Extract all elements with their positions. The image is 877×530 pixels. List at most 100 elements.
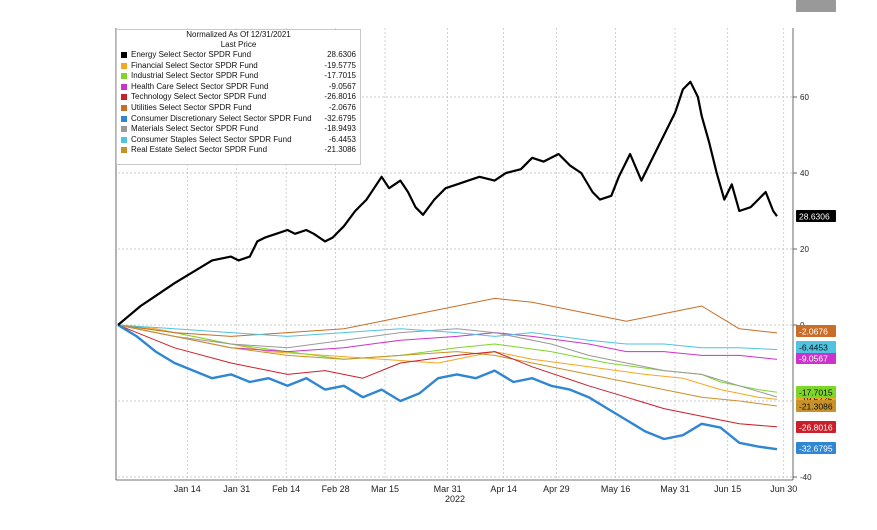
series-line <box>117 323 778 451</box>
last-value-tag: 28.6306 <box>796 210 836 222</box>
legend-value: -2.0676 <box>328 102 356 112</box>
legend-item: Utilities Select Sector SPDR Fund -2.0676 <box>117 103 360 114</box>
y-tick-label: 20 <box>800 245 809 254</box>
tag-box <box>796 386 836 398</box>
last-value-tag: -6.4453 <box>796 341 836 353</box>
series-line <box>117 80 778 326</box>
legend-label: Utilities Select Sector SPDR Fund <box>131 102 252 112</box>
legend-value: 28.6306 <box>327 50 356 59</box>
tag-value: 28.6306 <box>799 212 830 222</box>
legend-item: Real Estate Select Sector SPDR Fund -21.3… <box>117 145 360 156</box>
x-tick-label: Feb 28 <box>322 484 350 494</box>
x-tick-label: Mar 15 <box>371 484 399 494</box>
tag-box <box>796 421 836 433</box>
legend-swatch <box>121 52 127 58</box>
legend-item: Financial Select Sector SPDR Fund -19.577… <box>117 61 360 72</box>
legend-item: Consumer Discretionary Select Sector SPD… <box>117 114 360 125</box>
x-axis-title: 2022 <box>445 494 465 504</box>
legend-item: Technology Select Sector SPDR Fund -26.80… <box>117 92 360 103</box>
legend-swatch <box>121 94 127 101</box>
legend-swatch <box>121 62 127 69</box>
x-tick-label: May 31 <box>660 484 690 494</box>
legend-label: Consumer Staples Select Sector SPDR Fund <box>131 134 292 144</box>
legend-subtitle: Last Price <box>220 40 257 49</box>
tag-value: -9.0567 <box>799 354 828 364</box>
legend-value: -18.9493 <box>324 124 356 134</box>
legend-item: Energy Select Sector SPDR Fund 28.6306 <box>117 50 360 61</box>
last-value-tag: -32.6795 <box>796 442 836 454</box>
tag-box <box>796 0 836 12</box>
legend-value: -6.4453 <box>328 134 356 144</box>
y-tick-label: -40 <box>800 473 812 482</box>
x-tick-label: Apr 29 <box>543 484 570 494</box>
x-tick-label: Mar 31 <box>434 484 462 494</box>
x-tick-label: Jun 30 <box>770 484 797 494</box>
legend-label: Health Care Select Sector SPDR Fund <box>131 81 269 91</box>
grid-lines <box>118 28 792 478</box>
legend-label: Consumer Discretionary Select Sector SPD… <box>131 113 312 123</box>
tag-box <box>796 442 836 454</box>
legend-item: Consumer Staples Select Sector SPDR Fund… <box>117 135 360 146</box>
legend-item: Health Care Select Sector SPDR Fund -9.05… <box>117 82 360 93</box>
y-tick-label: 40 <box>800 169 809 178</box>
tag-value: -18.9493 <box>799 0 833 2</box>
tag-box <box>796 210 836 222</box>
series-lines <box>117 80 778 451</box>
last-value-tag: -21.3086 <box>796 400 836 412</box>
legend-swatch <box>121 136 127 143</box>
legend-swatch <box>121 115 127 122</box>
tag-value: -21.3086 <box>799 402 833 412</box>
legend-swatch <box>121 83 127 90</box>
x-tick-label: Jun 15 <box>714 484 741 494</box>
series-line <box>117 324 778 428</box>
x-tick-label: Apr 14 <box>490 484 517 494</box>
tag-box <box>796 341 836 353</box>
tag-value: -2.0676 <box>799 327 828 337</box>
legend-item: Materials Select Sector SPDR Fund -18.949… <box>117 124 360 135</box>
last-value-tag: -17.7015 <box>796 386 836 398</box>
legend-value: -26.8016 <box>324 92 356 102</box>
x-tick-label: May 16 <box>601 484 631 494</box>
legend-swatch <box>121 73 127 80</box>
tag-box <box>796 325 836 337</box>
x-tick-label: Feb 14 <box>272 484 300 494</box>
axes: Jan 14 Jan 31 Feb 14 Feb 28 Mar 15 Mar 31 Apr … <box>115 28 812 504</box>
y-tick-label: 60 <box>800 93 809 102</box>
legend-label: Technology Select Sector SPDR Fund <box>131 92 267 102</box>
legend-title: Normalized As Of 12/31/2021 <box>186 30 291 39</box>
last-value-tag: -18.9493 <box>796 0 836 12</box>
tag-value: -17.7015 <box>799 388 833 398</box>
legend-value: -19.5775 <box>324 60 356 70</box>
x-tick-label: Jan 31 <box>223 484 250 494</box>
legend: Normalized As Of 12/31/2021 Last Price E… <box>116 29 361 165</box>
tag-box <box>796 352 836 364</box>
legend-item: Industrial Select Sector SPDR Fund -17.70… <box>117 71 360 82</box>
series-line <box>117 324 778 350</box>
legend-swatch <box>121 104 127 111</box>
series-line <box>117 324 778 398</box>
x-tick-label: Jan 14 <box>174 484 201 494</box>
legend-label: Real Estate Select Sector SPDR Fund <box>131 145 268 155</box>
legend-label: Energy Select Sector SPDR Fund <box>131 50 252 59</box>
last-value-tag: -26.8016 <box>796 421 836 433</box>
legend-value: -9.0567 <box>328 81 356 91</box>
legend-swatch <box>121 147 127 154</box>
legend-value: -17.7015 <box>324 71 356 81</box>
legend-swatch <box>121 126 127 133</box>
legend-label: Industrial Select Sector SPDR Fund <box>131 71 259 81</box>
legend-value: -32.6795 <box>324 113 356 123</box>
tag-box <box>796 400 836 412</box>
series-line <box>117 324 778 407</box>
tag-value: -6.4453 <box>799 343 828 353</box>
last-value-tag: -9.0567 <box>796 352 836 364</box>
last-value-tags: 28.6306 -19.5775-17.7015 -9.0567 -26.8016 -2… <box>796 0 836 454</box>
legend-label: Financial Select Sector SPDR Fund <box>131 60 258 70</box>
tag-value: -19.5775 <box>799 395 833 405</box>
tag-value: -32.6795 <box>799 444 833 454</box>
series-line <box>117 324 778 393</box>
legend-value: -21.3086 <box>324 145 356 155</box>
legend-label: Materials Select Sector SPDR Fund <box>131 124 259 134</box>
last-value-tag: -2.0676 <box>796 325 836 337</box>
tag-value: -26.8016 <box>799 423 833 433</box>
